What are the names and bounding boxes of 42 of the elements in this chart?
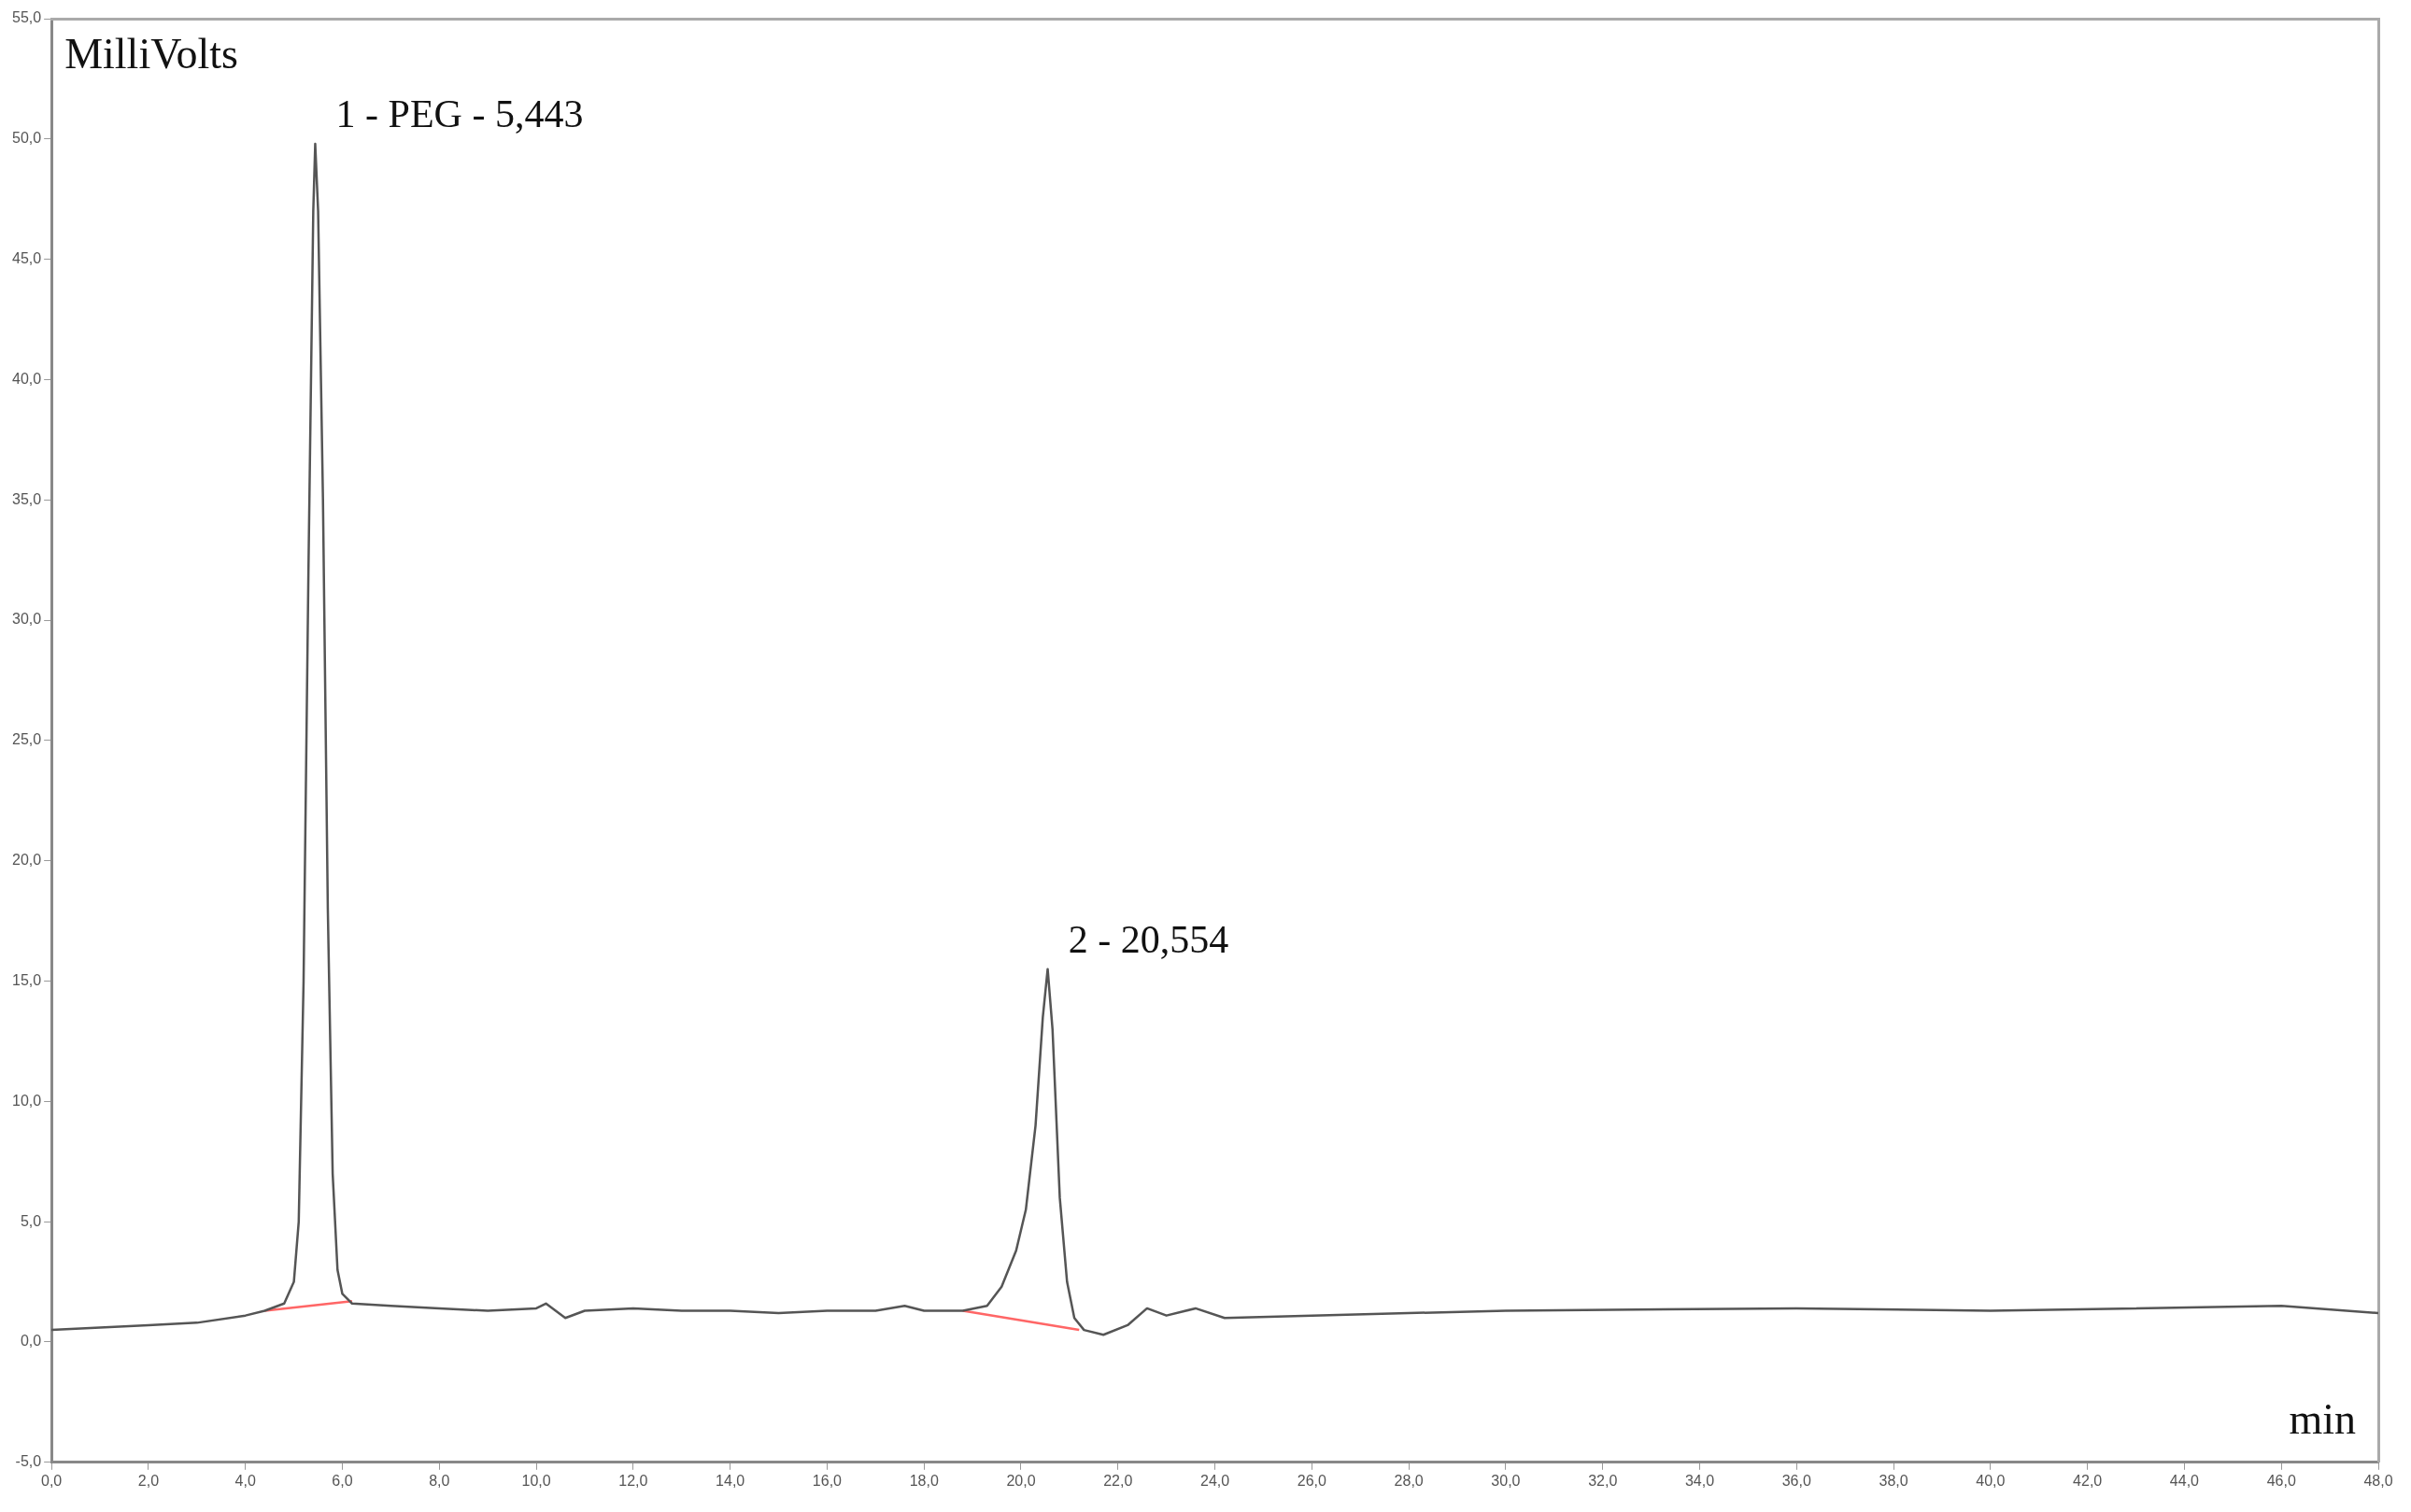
y-tick-label: 5,0: [20, 1212, 42, 1229]
x-tick-label: 28,0: [1394, 1472, 1424, 1489]
y-tick-label: -5,0: [15, 1453, 42, 1470]
y-axis-title: MilliVolts: [64, 30, 238, 78]
x-tick-label: 30,0: [1491, 1472, 1521, 1489]
x-tick-label: 12,0: [618, 1472, 648, 1489]
x-tick-label: 10,0: [521, 1472, 551, 1489]
y-tick-label: 35,0: [12, 490, 42, 507]
annotation: 1 - PEG - 5,443: [335, 92, 584, 135]
y-tick-label: 0,0: [20, 1333, 42, 1349]
x-tick-label: 38,0: [1879, 1472, 1908, 1489]
y-tick-label: 45,0: [12, 250, 42, 267]
x-tick-label: 44,0: [2169, 1472, 2200, 1489]
y-tick-label: 50,0: [12, 130, 42, 147]
x-tick-label: 4,0: [234, 1472, 256, 1489]
y-tick-label: 30,0: [12, 611, 42, 628]
x-tick-label: 6,0: [332, 1472, 353, 1489]
x-tick-label: 16,0: [812, 1472, 843, 1489]
y-tick-label: 10,0: [12, 1092, 42, 1109]
x-tick-label: 36,0: [1781, 1472, 1811, 1489]
y-tick-label: 55,0: [12, 9, 42, 26]
y-tick-label: 15,0: [12, 971, 42, 988]
x-tick-label: 34,0: [1684, 1472, 1715, 1489]
x-axis-title: min: [2289, 1394, 2356, 1443]
x-tick-label: 24,0: [1200, 1472, 1230, 1489]
x-tick-label: 2,0: [137, 1472, 160, 1489]
annotation: 2 - 20,554: [1068, 917, 1229, 961]
y-tick-label: 20,0: [12, 852, 42, 869]
x-tick-label: 26,0: [1297, 1472, 1327, 1489]
x-tick-label: 18,0: [909, 1472, 939, 1489]
x-tick-label: 40,0: [1976, 1472, 2006, 1489]
x-tick-label: 48,0: [2363, 1472, 2393, 1489]
x-tick-label: 42,0: [2073, 1472, 2103, 1489]
x-tick-label: 32,0: [1588, 1472, 1618, 1489]
x-tick-label: 22,0: [1103, 1472, 1133, 1489]
x-tick-label: 8,0: [429, 1472, 450, 1489]
x-tick-label: 46,0: [2266, 1472, 2296, 1489]
y-tick-label: 25,0: [12, 731, 42, 748]
x-tick-label: 14,0: [716, 1472, 745, 1489]
x-tick-label: 0,0: [41, 1472, 63, 1489]
y-tick-label: 40,0: [12, 370, 42, 387]
x-tick-label: 20,0: [1006, 1472, 1036, 1489]
